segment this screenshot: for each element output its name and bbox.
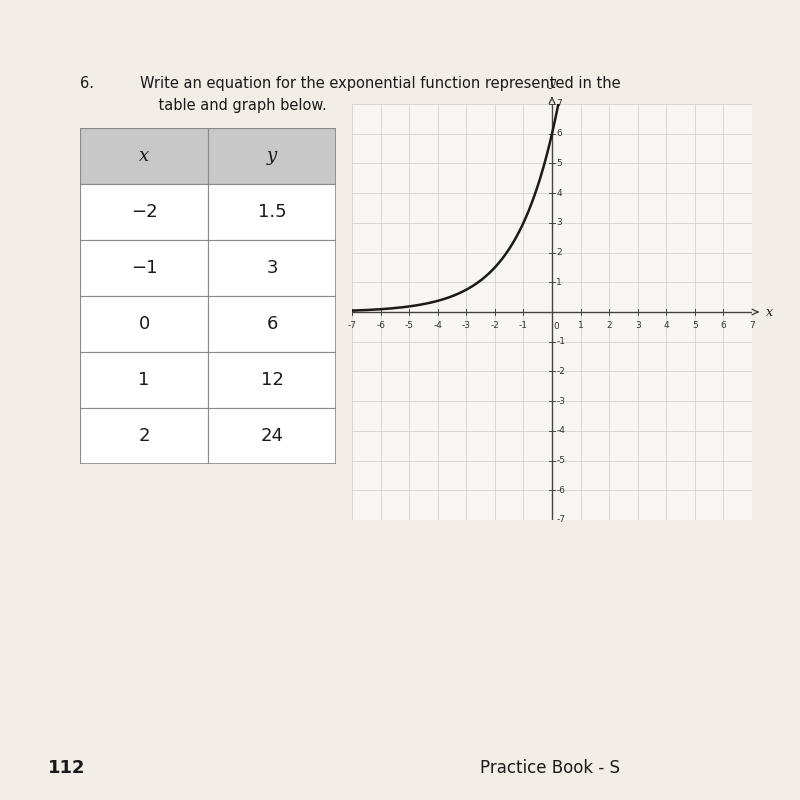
Text: 112: 112 xyxy=(48,759,86,777)
Text: 2: 2 xyxy=(606,321,612,330)
Bar xyxy=(80,296,208,352)
Text: Write an equation for the exponential function represented in the: Write an equation for the exponential fu… xyxy=(140,76,621,91)
Text: -1: -1 xyxy=(556,338,566,346)
Text: Practice Book - S: Practice Book - S xyxy=(480,759,620,777)
Text: 3: 3 xyxy=(635,321,641,330)
Text: -3: -3 xyxy=(462,321,470,330)
Text: 0: 0 xyxy=(138,315,150,333)
Bar xyxy=(208,184,336,240)
Text: -7: -7 xyxy=(347,321,357,330)
Text: 12: 12 xyxy=(261,371,283,389)
Text: x: x xyxy=(766,306,774,318)
Text: y: y xyxy=(267,147,277,165)
Text: 3: 3 xyxy=(266,259,278,277)
Text: -7: -7 xyxy=(556,515,566,525)
Text: x: x xyxy=(139,147,149,165)
Bar xyxy=(80,128,208,184)
Text: 5: 5 xyxy=(556,159,562,168)
Text: -4: -4 xyxy=(556,426,565,435)
Text: 2: 2 xyxy=(138,427,150,445)
Text: −1: −1 xyxy=(130,259,158,277)
Bar xyxy=(208,352,336,408)
Text: 6.: 6. xyxy=(80,76,94,91)
Bar xyxy=(80,184,208,240)
Text: -3: -3 xyxy=(556,397,566,406)
Bar xyxy=(208,408,336,464)
Text: y: y xyxy=(549,76,555,89)
Text: -6: -6 xyxy=(556,486,566,494)
Text: -5: -5 xyxy=(556,456,566,465)
Bar xyxy=(80,408,208,464)
Text: -4: -4 xyxy=(434,321,442,330)
Bar xyxy=(208,240,336,296)
Text: 1: 1 xyxy=(138,371,150,389)
Text: −2: −2 xyxy=(130,203,158,221)
Text: 7: 7 xyxy=(749,321,755,330)
Text: 7: 7 xyxy=(556,99,562,109)
Text: 24: 24 xyxy=(261,427,283,445)
Text: table and graph below.: table and graph below. xyxy=(140,98,326,113)
Text: 4: 4 xyxy=(663,321,669,330)
Text: 1: 1 xyxy=(578,321,583,330)
Text: 6: 6 xyxy=(556,130,562,138)
Text: 6: 6 xyxy=(266,315,278,333)
Text: 2: 2 xyxy=(556,248,562,257)
Text: 3: 3 xyxy=(556,218,562,227)
Text: -2: -2 xyxy=(556,367,565,376)
Text: -5: -5 xyxy=(405,321,414,330)
Text: -6: -6 xyxy=(376,321,385,330)
Bar xyxy=(80,240,208,296)
Bar xyxy=(80,352,208,408)
Text: 4: 4 xyxy=(556,189,562,198)
Text: -1: -1 xyxy=(519,321,528,330)
Text: 0: 0 xyxy=(554,322,559,331)
Text: 1: 1 xyxy=(556,278,562,286)
Text: 1.5: 1.5 xyxy=(258,203,286,221)
Text: 5: 5 xyxy=(692,321,698,330)
Bar xyxy=(208,128,336,184)
Text: 6: 6 xyxy=(721,321,726,330)
Bar xyxy=(208,296,336,352)
Text: -2: -2 xyxy=(490,321,499,330)
